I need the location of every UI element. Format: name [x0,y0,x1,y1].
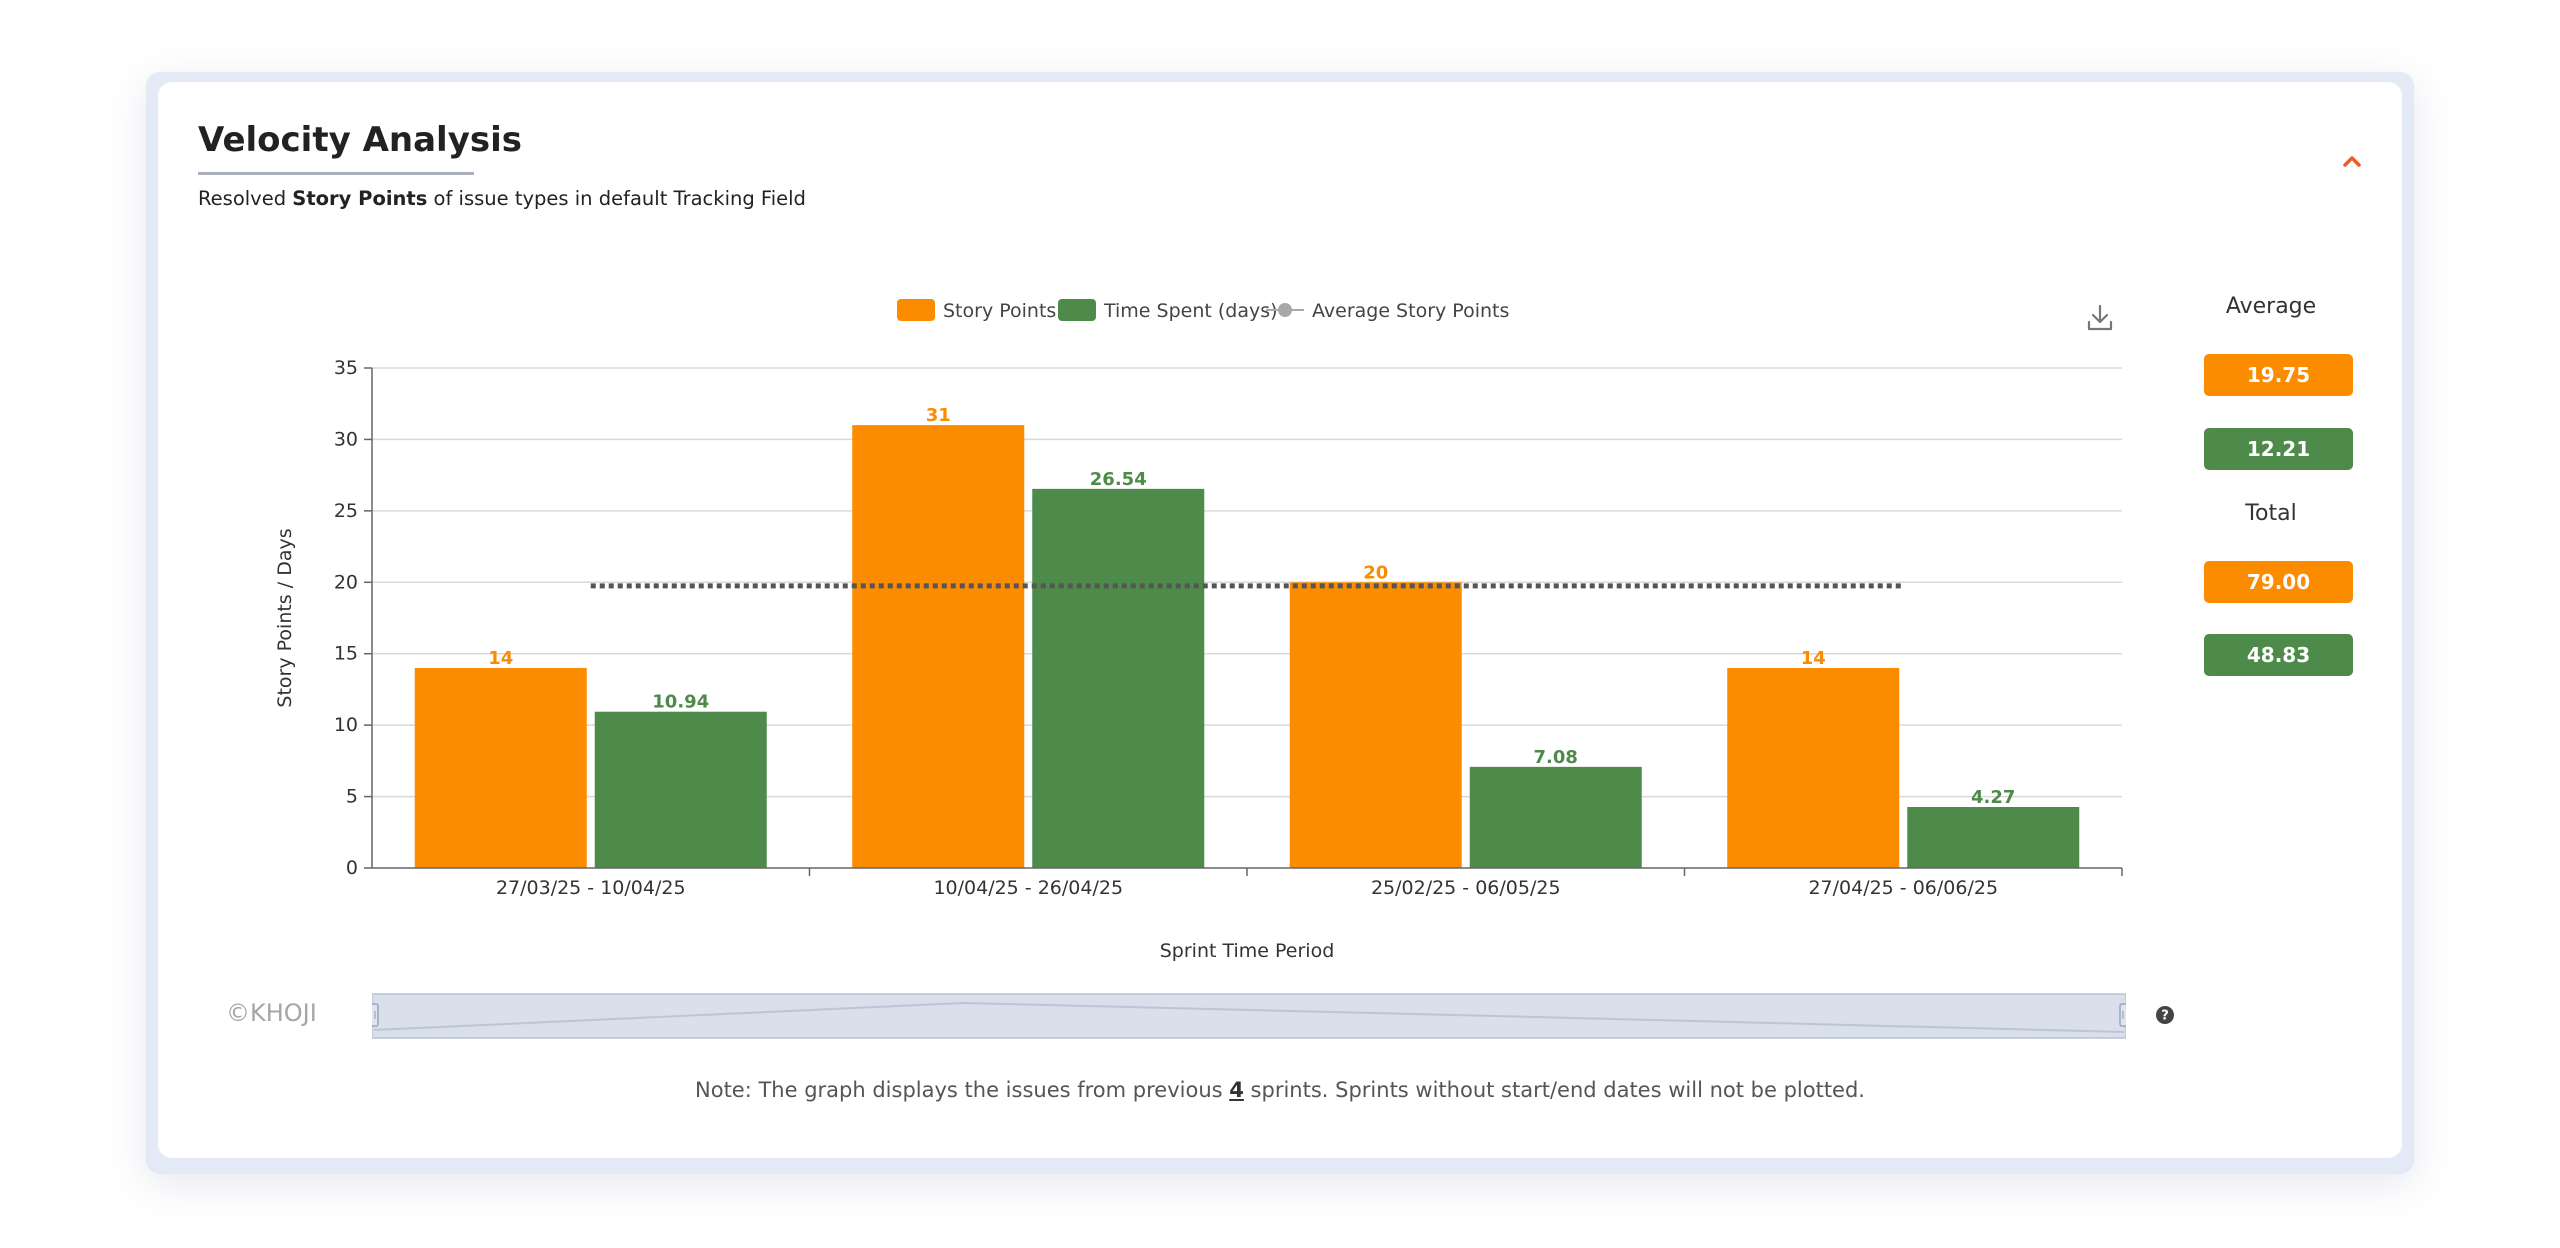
note-suffix: sprints. Sprints without start/end dates… [1243,1078,1865,1102]
bar-story-points [1727,668,1900,868]
data-label: 31 [926,405,951,426]
legend-label-average: Average Story Points [1312,300,1509,322]
title-underline [198,172,474,175]
collapse-button[interactable] [2337,146,2367,176]
bar-story-points [1289,582,1462,868]
bar-time-spent [1469,766,1642,868]
slider-preview-line [373,1001,2125,1033]
x-tick-label: 27/04/25 - 06/06/25 [1808,877,1998,899]
bar-story-points [852,425,1025,868]
slider-track [371,993,2127,1039]
y-tick-label: 10 [334,714,358,736]
y-tick-label: 30 [334,428,358,450]
legend-swatch-time-spent [1058,299,1096,321]
velocity-card [158,82,2402,1158]
note-sprint-count: 4 [1229,1078,1244,1102]
data-label: 20 [1363,562,1388,583]
range-slider[interactable] [367,992,2131,1040]
y-tick-label: 5 [346,786,358,808]
average-story-points-badge: 19.75 [2204,354,2353,396]
chart-bars: 14 10.94 31 26.54 20 7.08 14 4.27 [414,405,2080,868]
footer-note: Note: The graph displays the issues from… [0,1078,2560,1102]
download-button[interactable] [2082,300,2118,336]
average-label: Average [2225,294,2317,319]
svg-text:?: ? [2161,1009,2169,1024]
subtitle: Resolved Story Points of issue types in … [198,187,806,210]
subtitle-suffix: of issue types in default Tracking Field [427,187,806,210]
bar-time-spent [594,711,767,868]
subtitle-prefix: Resolved [198,187,293,210]
chevron-up-icon [2343,156,2361,167]
legend-swatch-story-points [897,299,935,321]
data-label: 14 [488,648,513,669]
total-time-spent-badge: 48.83 [2204,634,2353,676]
legend-swatch-average-dot [1278,303,1292,317]
data-label: 4.27 [1971,787,2015,808]
y-tick-label: 35 [334,357,358,379]
x-axis-title: Sprint Time Period [1160,940,1335,962]
data-label: 7.08 [1534,747,1578,768]
y-tick-label: 0 [346,857,358,879]
note-prefix: Note: The graph displays the issues from… [695,1078,1230,1102]
y-axis-title: Story Points / Days [274,528,296,707]
bar-time-spent [1032,488,1205,868]
legend-label-story-points: Story Points [943,300,1056,322]
x-tick-label: 25/02/25 - 06/05/25 [1371,877,1561,899]
data-label: 26.54 [1090,469,1147,490]
data-label: 10.94 [652,692,709,713]
x-tick-label: 27/03/25 - 10/04/25 [496,877,686,899]
help-button[interactable]: ? [2155,1005,2175,1025]
chart-legend: Story Points Time Spent (days) Average Sto… [897,299,1509,322]
data-label: 14 [1801,648,1826,669]
y-tick-label: 15 [334,643,358,665]
bar-time-spent [1907,807,2080,868]
y-tick-label: 25 [334,500,358,522]
x-tick-label: 10/04/25 - 26/04/25 [933,877,1123,899]
page-title: Velocity Analysis [198,120,522,160]
total-story-points-badge: 79.00 [2204,561,2353,603]
average-time-spent-badge: 12.21 [2204,428,2353,470]
subtitle-highlight: Story Points [292,187,428,210]
legend-label-time-spent: Time Spent (days) [1103,300,1278,322]
y-tick-label: 20 [334,571,358,593]
chart-axes: 0 5 10 15 20 25 30 35 27/03/25 - 10/04/25 10/04/2… [274,357,2123,962]
question-circle-icon: ? [2156,1006,2174,1024]
total-label: Total [2245,501,2297,526]
download-icon [2087,304,2113,331]
brand-watermark: ©KHOJI [226,999,317,1027]
bar-story-points [414,668,587,868]
